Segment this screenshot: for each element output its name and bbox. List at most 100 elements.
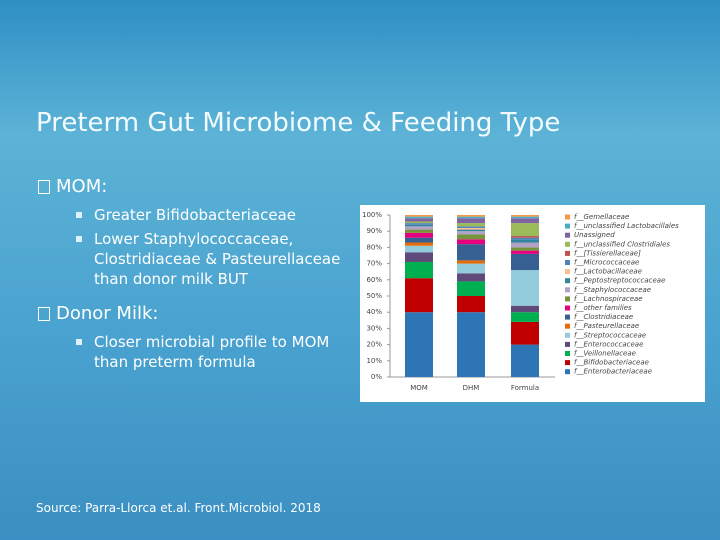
bar-segment (457, 229, 485, 232)
legend-swatch (565, 269, 570, 275)
bar-segment (511, 216, 539, 219)
bar-segment (457, 273, 485, 282)
legend-label: f__Streptococcaceae (574, 331, 646, 339)
bar-segment (405, 232, 433, 238)
bar-segment (511, 218, 539, 224)
slide-title: Preterm Gut Microbiome & Feeding Type (36, 108, 561, 138)
legend-label: f__Clostridiaceae (574, 313, 633, 321)
x-tick-label: DHM (463, 384, 480, 392)
legend-swatch (565, 369, 570, 375)
legend-label: f__Lachnospiraceae (574, 295, 643, 303)
bar-segment (511, 312, 539, 322)
y-tick-label: 50% (366, 292, 382, 300)
legend-swatch (565, 332, 570, 338)
legend-label: f__other families (574, 304, 632, 312)
legend-swatch (565, 305, 570, 311)
x-tick-label: Formula (511, 384, 539, 392)
legend-swatch (565, 214, 570, 220)
bar-segment (405, 278, 433, 313)
legend-swatch (565, 260, 570, 265)
legend-swatch (565, 250, 570, 256)
legend-label: f__Enterobacteriaceae (574, 368, 652, 376)
bar-segment (457, 263, 485, 274)
bullet-group: MOM: Greater Bifidobacteriaceae Lower Stap… (36, 176, 340, 289)
y-tick-label: 100% (362, 211, 382, 219)
y-tick-label: 10% (366, 357, 382, 365)
legend-swatch (565, 323, 570, 329)
sub-bullet: Closer microbial profile to MOM than pre… (72, 332, 344, 372)
bar-segment (457, 281, 485, 296)
legend-label: f__Staphylococcaceae (574, 286, 651, 294)
bar-segment (511, 236, 539, 238)
bar-segment (405, 312, 433, 377)
bar-segment (405, 252, 433, 262)
legend-label: f__Lactobacillaceae (574, 268, 642, 276)
legend-label: f__Bifidobacteriaceae (574, 359, 649, 367)
y-tick-label: 80% (366, 243, 382, 251)
source: Source: Parra-Llorca et.al. Front.Microb… (36, 501, 321, 515)
bullet: Donor Milk: (36, 303, 336, 324)
bar-segment (511, 239, 539, 243)
bar-segment (511, 344, 539, 377)
bullet-group: Donor Milk: Closer microbial profile to M… (36, 303, 336, 372)
y-tick-label: 60% (366, 276, 382, 284)
x-tick-label: MOM (410, 384, 428, 392)
bar-segment (511, 270, 539, 306)
bar-segment (405, 229, 433, 233)
legend-label: f__Peptostreptococcaceae (574, 277, 665, 285)
y-tick-label: 90% (366, 227, 382, 235)
bar-segment (405, 237, 433, 243)
bar-segment (405, 226, 433, 230)
sub-bullet: Greater Bifidobacteriaceae (72, 205, 344, 225)
legend-label: f__Micrococcaceae (574, 259, 639, 267)
bar-segment (457, 215, 485, 217)
legend-swatch (565, 241, 570, 247)
legend-label: f__Pasteurellaceae (574, 322, 639, 330)
legend-label: Unassigned (574, 231, 615, 239)
bar-segment (457, 231, 485, 235)
bar-segment (511, 223, 539, 237)
bar-segment (457, 216, 485, 219)
bar-segment (511, 305, 539, 313)
legend-swatch (565, 296, 570, 302)
bar-segment (511, 242, 539, 248)
legend-swatch (565, 341, 570, 347)
bar-segment (405, 215, 433, 217)
bar-segment (511, 250, 539, 254)
legend-label: f__Gemellaceae (574, 213, 629, 221)
legend-swatch (565, 351, 570, 356)
sub-bullet: Lower Staphylococcaceae, Clostridiaceae … (72, 229, 344, 289)
bar-segment (511, 215, 539, 217)
bullet: MOM: (36, 176, 336, 197)
legend-label: f__Veillonellaceae (574, 350, 636, 358)
bar-segment (457, 296, 485, 313)
legend-swatch (565, 314, 570, 320)
legend-swatch (565, 232, 570, 238)
bar-segment (457, 312, 485, 377)
bar-segment (405, 223, 433, 225)
legend-label: f__[Tissierellaceae] (574, 249, 641, 257)
bar-segment (457, 244, 485, 261)
bar-segment (457, 223, 485, 227)
bullet-list: MOM: Greater Bifidobacteriaceae Lower Stap… (36, 176, 340, 386)
bar-segment (405, 216, 433, 219)
bar-segment (457, 226, 485, 228)
bar-segment (457, 218, 485, 224)
bar-segment (405, 221, 433, 224)
bar-segment (511, 321, 539, 345)
legend-swatch (565, 287, 570, 293)
bar-segment (457, 239, 485, 245)
y-tick-label: 30% (366, 324, 382, 332)
bar-segment (511, 253, 539, 271)
bar-segment (405, 261, 433, 279)
chart: 0% 10% 20% 30% 40% 50% 60% 70% 80% 90% 100% MOM DHM F… (360, 205, 705, 402)
legend-label: f__unclassified Clostridiales (574, 240, 670, 248)
bar-segment (405, 218, 433, 222)
y-tick-label: 40% (366, 308, 382, 316)
bar-segment (511, 237, 539, 240)
bar-segment (405, 245, 433, 253)
bar-segment (457, 260, 485, 264)
y-tick-label: 0% (371, 373, 382, 381)
legend-swatch (565, 278, 570, 284)
